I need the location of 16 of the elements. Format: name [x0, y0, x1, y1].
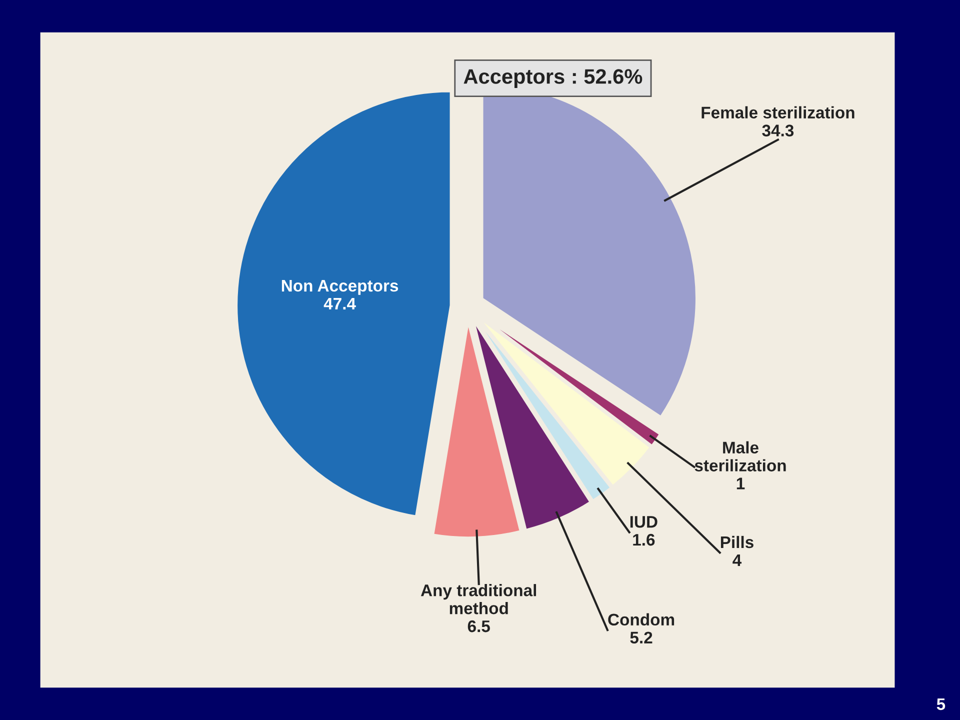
text: 5 — [936, 698, 946, 710]
text: Acceptors : 52.6% — [464, 69, 642, 88]
data-label: 47.4 — [324, 298, 356, 310]
slice-label: Female sterilization — [702, 106, 854, 118]
data-label: 5.2 — [630, 632, 652, 644]
slice-label: Any traditional method — [420, 584, 536, 614]
data-label: 34.3 — [762, 124, 794, 136]
data-label: 4 — [732, 554, 742, 566]
slice-label: Pills — [720, 536, 754, 548]
data-label: 6.5 — [468, 620, 490, 632]
slice-label: IUD — [630, 516, 658, 528]
slice-label: Non Acceptors — [282, 280, 398, 295]
slice-label: Male sterilization — [694, 441, 786, 472]
data-label: 1.6 — [633, 534, 655, 546]
data-label: 1 — [736, 478, 745, 490]
slice-label: Condom — [608, 613, 674, 626]
